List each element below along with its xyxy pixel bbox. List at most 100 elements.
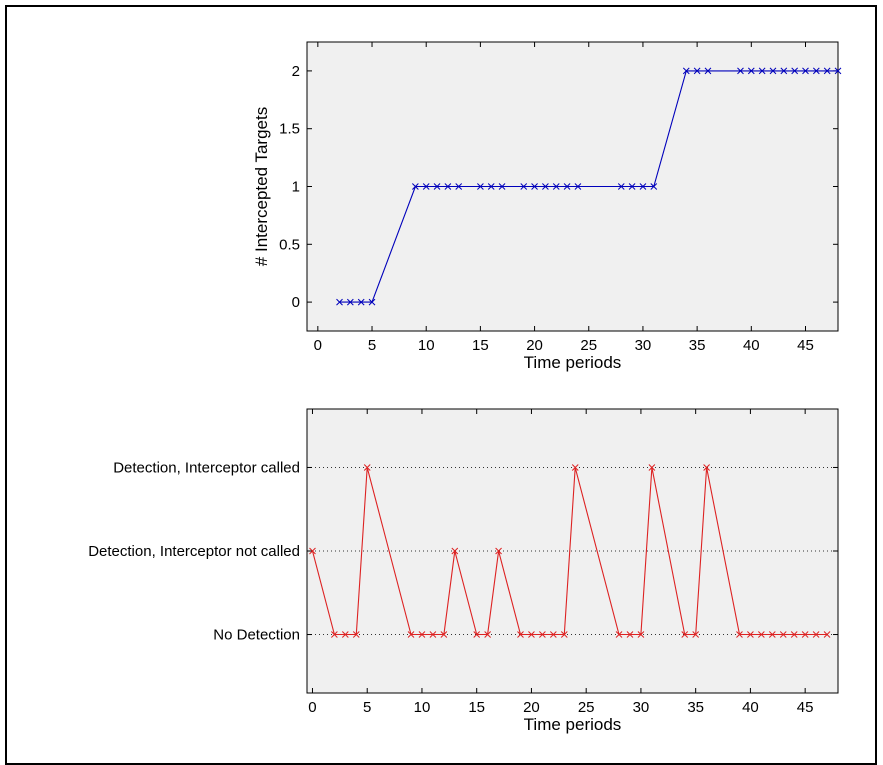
y-tick-label: 0.5 bbox=[279, 236, 300, 253]
data-point bbox=[357, 298, 365, 306]
data-point bbox=[368, 298, 376, 306]
data-point bbox=[531, 183, 538, 190]
x-tick-label: 45 bbox=[797, 699, 814, 716]
data-point bbox=[639, 183, 647, 190]
y-axis-label: # Intercepted Targets bbox=[252, 107, 271, 266]
data-point bbox=[681, 631, 689, 638]
x-tick-label: 45 bbox=[797, 337, 814, 354]
data-point bbox=[703, 464, 710, 471]
data-point bbox=[812, 631, 820, 638]
data-point bbox=[560, 631, 568, 638]
data-point bbox=[628, 183, 636, 190]
data-point bbox=[352, 631, 360, 638]
data-point bbox=[823, 67, 831, 75]
x-tick-label: 40 bbox=[743, 337, 760, 354]
data-point bbox=[692, 631, 700, 638]
x-tick-label: 15 bbox=[468, 699, 485, 716]
data-point bbox=[758, 631, 765, 638]
x-tick-label: 25 bbox=[578, 699, 595, 716]
y-tick-label: 2 bbox=[292, 63, 300, 80]
y-tick-label: Detection, Interceptor not called bbox=[88, 543, 300, 560]
data-point bbox=[528, 631, 535, 638]
chart-2: 0 5 10 15 20 25 30 35 40 45 No Detection Detection,… bbox=[88, 408, 839, 734]
data-point bbox=[495, 547, 502, 555]
x-axis-label: Time periods bbox=[524, 353, 622, 372]
data-point bbox=[549, 631, 557, 638]
data-point bbox=[451, 547, 459, 555]
data-point bbox=[487, 183, 495, 190]
data-point bbox=[704, 67, 712, 75]
data-point bbox=[801, 631, 809, 638]
data-point bbox=[498, 183, 506, 190]
x-tick-label: 25 bbox=[580, 337, 597, 354]
data-point bbox=[768, 631, 776, 638]
x-tick-label: 30 bbox=[635, 337, 652, 354]
x-tick-label: 20 bbox=[523, 699, 540, 716]
chart-1: 0 5 10 15 20 25 30 35 40 45 0 0.5 1 1.5 2 Time periods #… bbox=[252, 41, 842, 372]
data-point bbox=[407, 631, 415, 638]
data-point bbox=[429, 631, 437, 638]
data-point bbox=[477, 183, 484, 190]
data-point bbox=[615, 631, 623, 638]
x-tick-label: 35 bbox=[689, 337, 706, 354]
y-tick-label: 0 bbox=[292, 294, 300, 311]
data-point bbox=[747, 631, 754, 638]
data-point bbox=[440, 631, 448, 638]
data-point bbox=[563, 183, 571, 190]
data-point bbox=[682, 67, 690, 75]
data-point bbox=[626, 631, 634, 638]
y-tick-label: 1 bbox=[292, 179, 300, 196]
plot-area bbox=[306, 408, 839, 694]
data-point bbox=[552, 183, 560, 190]
data-point bbox=[747, 67, 755, 75]
data-point bbox=[422, 183, 430, 190]
data-point bbox=[473, 631, 481, 638]
data-point bbox=[542, 183, 549, 190]
x-tick-label: 10 bbox=[414, 699, 431, 716]
x-tick-label: 0 bbox=[314, 337, 322, 354]
y-tick-label: 1.5 bbox=[279, 121, 300, 138]
data-point bbox=[737, 67, 744, 75]
data-point bbox=[834, 67, 842, 75]
data-point bbox=[648, 464, 656, 471]
data-point bbox=[758, 67, 766, 75]
x-tick-label: 20 bbox=[526, 337, 543, 354]
x-tick-label: 5 bbox=[363, 699, 371, 716]
data-point bbox=[363, 464, 371, 471]
data-point bbox=[539, 631, 546, 638]
data-point bbox=[412, 183, 419, 190]
y-tick-label: No Detection bbox=[213, 627, 300, 644]
x-tick-label: 15 bbox=[472, 337, 489, 354]
data-point bbox=[433, 183, 441, 190]
data-point bbox=[693, 67, 701, 75]
data-point bbox=[517, 631, 524, 638]
data-point bbox=[309, 547, 316, 555]
data-point bbox=[418, 631, 426, 638]
x-tick-label: 5 bbox=[368, 337, 376, 354]
data-point bbox=[444, 183, 452, 190]
data-point bbox=[802, 67, 809, 75]
data-point bbox=[790, 631, 798, 638]
data-point bbox=[346, 298, 354, 306]
y-tick-label: Detection, Interceptor called bbox=[113, 459, 300, 476]
data-point bbox=[779, 631, 787, 638]
x-tick-label: 0 bbox=[308, 699, 316, 716]
data-point bbox=[650, 183, 658, 190]
data-point bbox=[336, 298, 343, 306]
data-point bbox=[780, 67, 788, 75]
data-point bbox=[736, 631, 743, 638]
data-point bbox=[637, 631, 645, 638]
data-point bbox=[571, 464, 579, 471]
data-point bbox=[331, 631, 338, 638]
data-point bbox=[484, 631, 492, 638]
x-tick-label: 10 bbox=[418, 337, 435, 354]
data-point bbox=[455, 183, 463, 190]
data-point bbox=[520, 183, 528, 190]
x-axis-label: Time periods bbox=[524, 715, 622, 734]
x-tick-label: 35 bbox=[687, 699, 704, 716]
data-point bbox=[823, 631, 831, 638]
data-point bbox=[341, 631, 349, 638]
x-tick-label: 40 bbox=[742, 699, 759, 716]
data-point bbox=[574, 183, 582, 190]
